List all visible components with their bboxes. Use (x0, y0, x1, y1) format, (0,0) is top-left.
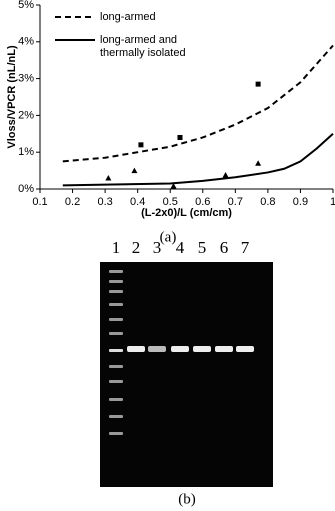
x-tick-label: 0.1 (32, 196, 47, 208)
ladder-band (109, 415, 123, 418)
y-tick-label: 2% (18, 109, 34, 121)
triangle-marker (170, 183, 177, 189)
triangle-marker (222, 172, 229, 178)
lane-label: 6 (220, 238, 229, 257)
gel-image (100, 262, 273, 487)
x-tick-label: 0.4 (130, 196, 145, 208)
legend-label: long-armed and thermally isolated (100, 34, 186, 59)
lane-label: 2 (132, 238, 141, 257)
ladder-band (109, 270, 123, 273)
legend-label: long-armed (100, 11, 156, 23)
ladder-band (109, 332, 123, 335)
sample-band (171, 346, 189, 352)
y-axis-label: Vloss/VPCR (nL/nL) (6, 45, 18, 149)
series-line (62, 44, 334, 163)
y-tick-label: 0% (18, 183, 34, 195)
lane-label: 7 (241, 238, 250, 257)
ladder-band (109, 432, 123, 435)
x-tick-label: 0.9 (293, 196, 308, 208)
x-tick-label: 0.3 (97, 196, 112, 208)
square-marker (255, 81, 261, 87)
y-tick-label: 1% (18, 146, 34, 158)
x-axis-label: (L-2x0)/L (cm/cm) (141, 207, 232, 219)
y-tick-label: 4% (18, 36, 34, 48)
panel-label: (a) (160, 229, 177, 245)
x-tick-label: 0.2 (65, 196, 80, 208)
panel-label: (b) (178, 491, 196, 507)
ladder-band (109, 303, 123, 306)
ladder-band (109, 280, 123, 283)
ladder-band (109, 398, 123, 401)
ladder-band (109, 318, 123, 321)
series-line (62, 133, 334, 187)
ladder-band (109, 365, 123, 368)
gel-bands (109, 270, 254, 435)
triangle-marker (131, 167, 138, 174)
x-tick-label: 0.6 (195, 196, 210, 208)
triangle-marker (255, 160, 262, 166)
ladder-band (109, 380, 123, 383)
lane-label: 3 (153, 238, 162, 257)
ladder-band (109, 290, 123, 293)
square-marker (177, 134, 183, 140)
sample-band (193, 346, 211, 352)
x-tick-label: 0.5 (163, 196, 178, 208)
sample-band (127, 346, 145, 352)
square-marker (138, 142, 144, 148)
ladder-band (109, 349, 123, 352)
triangle-marker (105, 174, 112, 181)
sample-band (215, 346, 233, 352)
lane-label: 5 (198, 238, 207, 257)
sample-band (148, 346, 166, 352)
y-tick-label: 3% (18, 73, 34, 85)
x-tick-label: 1 (330, 196, 335, 208)
x-tick-label: 0.7 (228, 196, 243, 208)
x-tick-label: 0.8 (260, 196, 275, 208)
lane-label: 4 (176, 238, 185, 257)
lane-label: 1 (112, 238, 121, 257)
sample-band (236, 346, 254, 352)
y-tick-label: 5% (18, 0, 34, 11)
